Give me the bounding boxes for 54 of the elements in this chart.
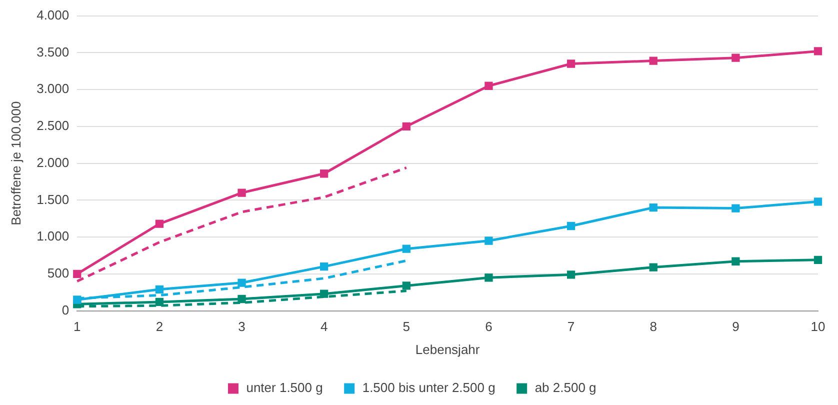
- point: [566, 60, 576, 68]
- point: [155, 220, 164, 228]
- point: [732, 204, 740, 212]
- x-tick-label: 9: [732, 319, 740, 334]
- point: [238, 294, 246, 304]
- point: [402, 122, 410, 131]
- point: [814, 47, 822, 56]
- x-axis-title: Lebensjahr: [415, 342, 480, 357]
- point: [402, 282, 410, 290]
- point: [732, 257, 740, 266]
- point: [649, 56, 658, 65]
- point: [814, 198, 822, 206]
- point: [649, 263, 658, 272]
- point: [155, 285, 164, 294]
- point: [320, 290, 328, 298]
- y-tick-label: 0: [62, 302, 70, 318]
- point: [238, 188, 246, 197]
- legend-label: ab 2.500 g: [534, 380, 596, 396]
- point: [73, 270, 82, 278]
- x-tick-label: 4: [320, 319, 328, 334]
- x-tick-label: 10: [810, 319, 826, 334]
- point: [649, 203, 658, 212]
- x-tick-label: 5: [402, 319, 410, 334]
- y-tick-label: 500: [47, 266, 70, 281]
- point: [73, 296, 82, 304]
- x-tick-label: 7: [567, 319, 575, 334]
- point: [732, 54, 740, 62]
- point: [402, 244, 410, 253]
- point: [238, 278, 246, 287]
- point: [814, 256, 822, 264]
- y-tick-label: 1.000: [36, 228, 70, 244]
- legend-label: unter 1.500 g: [246, 380, 323, 396]
- x-tick-label: 6: [485, 319, 492, 334]
- y-axis-title: Betroffene je 100.000: [8, 101, 24, 226]
- y-tick-label: 3.000: [36, 81, 70, 96]
- x-tick-label: 3: [238, 319, 246, 334]
- x-tick-label: 1: [74, 319, 81, 334]
- y-tick-label: 3.500: [36, 44, 70, 60]
- y-tick-label: 2.000: [36, 154, 70, 170]
- point: [320, 170, 328, 178]
- point: [566, 270, 576, 279]
- x-tick-label: 8: [650, 319, 657, 334]
- point: [484, 236, 493, 245]
- point: [484, 274, 493, 282]
- y-tick-label: 4.000: [36, 7, 70, 22]
- point: [155, 298, 164, 306]
- legend-label: 1.500 bis unter 2.500 g: [362, 380, 496, 396]
- point: [484, 82, 493, 90]
- y-tick-label: 1.500: [36, 192, 70, 207]
- line-series: [76, 166, 408, 283]
- y-tick-label: 2.500: [36, 118, 70, 134]
- point: [566, 222, 576, 230]
- x-tick-label: 2: [156, 319, 164, 334]
- point: [320, 262, 328, 271]
